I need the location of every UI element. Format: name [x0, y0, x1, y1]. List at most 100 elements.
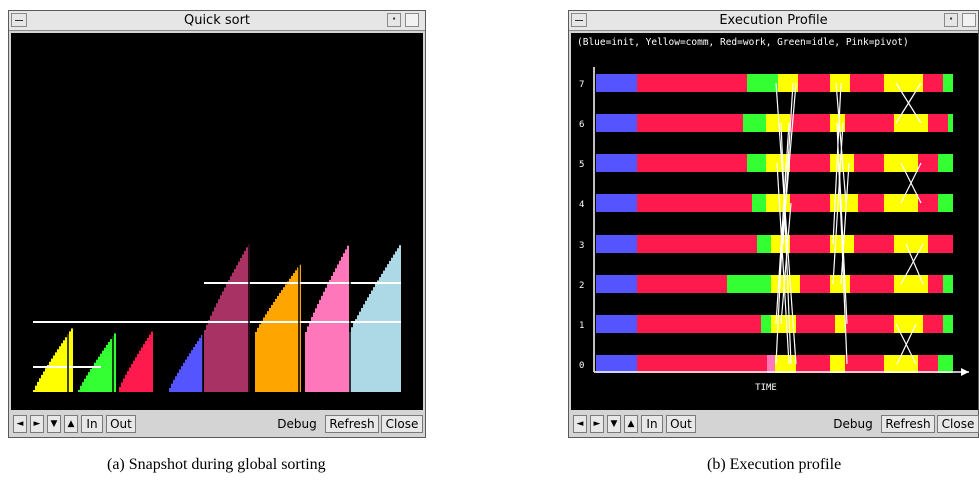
timeline-segment-work: [790, 194, 830, 212]
sort-bar: [173, 379, 175, 392]
sort-bar: [339, 260, 341, 392]
sort-canvas: [11, 33, 423, 410]
close-button[interactable]: Close: [937, 415, 979, 433]
legend-text: (Blue=init, Yellow=comm, Red=work, Green…: [577, 37, 909, 48]
sort-bar: [123, 378, 125, 392]
timeline-segment-work: [796, 315, 835, 333]
comm-arrow: [832, 122, 844, 285]
timeline-segment-work: [928, 275, 943, 293]
zoom-in-button[interactable]: In: [81, 415, 103, 433]
sort-bar: [365, 300, 367, 392]
minimize-icon[interactable]: ▪: [387, 13, 401, 27]
sort-bar: [220, 295, 222, 392]
sort-bar: [65, 337, 67, 392]
sort-bar: [359, 311, 361, 392]
toolbar: ◄ ► ▼ ▲ In Out Debug Refresh Close: [9, 411, 425, 437]
pan-right-button[interactable]: ►: [590, 415, 604, 433]
timeline-segment-init: [596, 315, 637, 333]
pan-up-button[interactable]: ▲: [624, 415, 638, 433]
pan-left-button[interactable]: ◄: [573, 415, 587, 433]
window-menu-icon[interactable]: [11, 13, 27, 27]
comm-arrow: [780, 202, 792, 325]
sort-bar: [279, 293, 281, 392]
sort-bar: [289, 278, 291, 392]
sort-bar: [273, 301, 275, 392]
timeline-segment-idle: [757, 235, 771, 253]
pan-up-button[interactable]: ▲: [64, 415, 78, 433]
sort-bar: [41, 374, 43, 392]
processor-label: 2: [579, 281, 584, 291]
close-button[interactable]: Close: [381, 415, 423, 433]
x-axis-arrowhead: [961, 368, 969, 376]
debug-button[interactable]: Debug: [277, 417, 317, 431]
sort-bar: [337, 264, 339, 392]
sort-bar: [371, 290, 373, 392]
timeline-segment-idle: [752, 194, 766, 212]
zoom-in-button[interactable]: In: [641, 415, 663, 433]
timeline-segment-work: [798, 74, 830, 92]
profile-canvas: (Blue=init, Yellow=comm, Red=work, Green…: [571, 33, 978, 410]
processor-label: 4: [579, 200, 584, 210]
sort-bar: [230, 276, 232, 392]
zoom-out-button[interactable]: Out: [106, 415, 136, 433]
zoom-out-button[interactable]: Out: [666, 415, 696, 433]
sort-bar: [175, 376, 177, 392]
timeline-segment-comm: [766, 114, 790, 132]
sort-bar: [135, 357, 137, 392]
sort-bar: [86, 375, 88, 392]
sort-bar: [265, 314, 267, 392]
quick-sort-window: Quick sort ▪ ◄ ► ▼ ▲ In Out Debug Refres…: [8, 10, 426, 438]
sort-bar: [191, 350, 193, 392]
timeline-segment-work: [928, 235, 953, 253]
sort-bar: [129, 367, 131, 392]
minimize-icon[interactable]: ▪: [944, 13, 958, 27]
sort-bar: [102, 350, 104, 392]
timeline-segment-idle: [943, 74, 953, 92]
sort-bar: [90, 368, 92, 392]
maximize-icon[interactable]: [962, 13, 976, 27]
sort-bar: [277, 295, 279, 392]
debug-button[interactable]: Debug: [833, 417, 873, 431]
sort-bar: [53, 355, 55, 392]
sort-bar: [238, 261, 240, 392]
maximize-icon[interactable]: [405, 13, 419, 27]
sort-bar: [80, 385, 82, 392]
sort-bar: [169, 388, 171, 392]
timeline-segment-comm: [894, 114, 928, 132]
sort-bar: [133, 360, 135, 392]
sort-bar: [224, 287, 226, 392]
sort-bar: [234, 268, 236, 392]
sort-bar: [106, 344, 108, 392]
timeline-segment-work: [637, 315, 761, 333]
sort-bar: [305, 332, 307, 392]
sort-bar: [147, 337, 149, 392]
comm-arrow: [900, 162, 922, 204]
pan-left-button[interactable]: ◄: [13, 415, 27, 433]
pan-down-button[interactable]: ▼: [607, 415, 621, 433]
timeline-segment-init: [596, 355, 637, 373]
timeline-segment-idle: [948, 114, 953, 132]
sort-bar: [199, 337, 201, 392]
refresh-button[interactable]: Refresh: [325, 415, 379, 433]
timeline-segment-work: [790, 154, 830, 172]
pan-right-button[interactable]: ►: [30, 415, 44, 433]
sort-bar: [125, 374, 127, 392]
sort-bar: [259, 324, 261, 392]
timeline-segment-work: [790, 114, 830, 132]
timeline-segment-work: [854, 235, 894, 253]
sort-bar: [51, 358, 53, 392]
comm-arrow: [782, 82, 794, 245]
window-menu-icon[interactable]: [571, 13, 587, 27]
timeline-segment-idle: [747, 154, 766, 172]
sort-bar: [267, 311, 269, 392]
sort-bar: [39, 378, 41, 392]
timeline-segment-comm: [830, 194, 858, 212]
sort-bar: [257, 327, 259, 392]
sort-bar: [55, 352, 57, 392]
title-bar: Quick sort ▪: [9, 11, 425, 31]
timeline-segment-idle: [943, 275, 953, 293]
sort-bar: [96, 359, 98, 392]
pan-down-button[interactable]: ▼: [47, 415, 61, 433]
sort-bar: [204, 330, 206, 392]
refresh-button[interactable]: Refresh: [881, 415, 935, 433]
